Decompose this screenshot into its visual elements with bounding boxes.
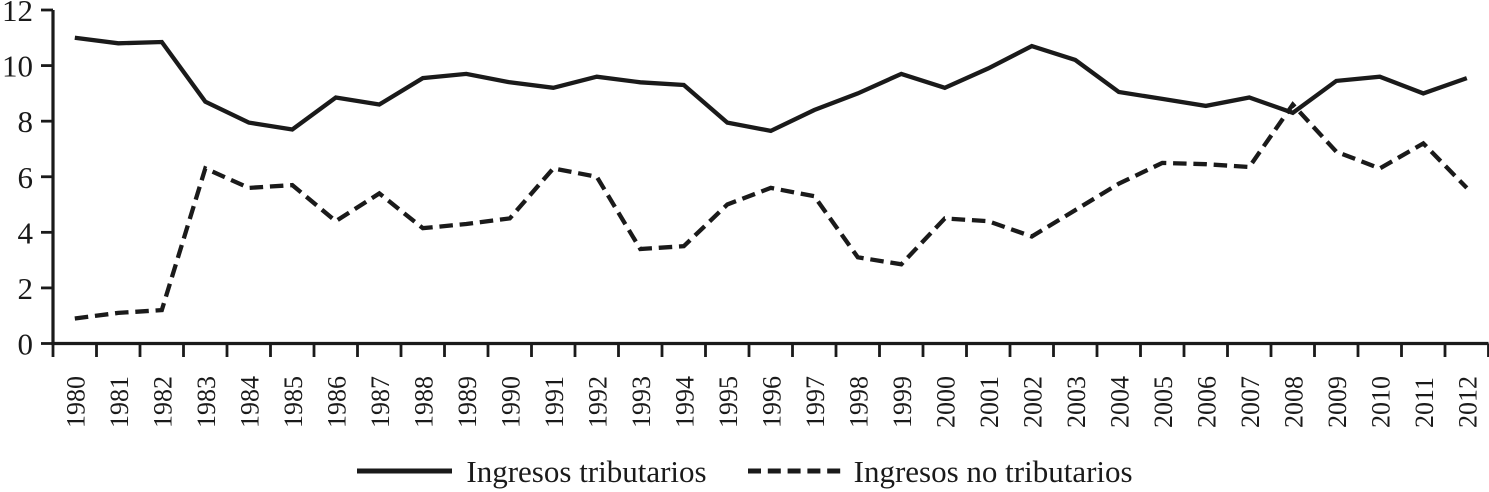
- x-tick-label: 1980: [61, 376, 90, 428]
- x-tick-label: 1988: [409, 376, 438, 428]
- x-tick-label: 2012: [1453, 376, 1482, 428]
- x-tick-label: 2007: [1236, 376, 1265, 428]
- x-tick-label: 2011: [1410, 377, 1439, 428]
- x-tick-label: 2004: [1105, 376, 1134, 428]
- x-tick-label: 1992: [583, 376, 612, 428]
- x-tick-label: 1987: [366, 376, 395, 428]
- x-tick-label: 1990: [496, 376, 525, 428]
- series-line-ingresos-tributarios: [74, 35, 1468, 134]
- x-tick-label: 2001: [975, 376, 1004, 428]
- x-tick-label: 1982: [148, 376, 177, 428]
- x-tick-label: 1985: [279, 376, 308, 428]
- y-tick-label: 2: [18, 271, 34, 306]
- y-tick-label: 8: [18, 104, 34, 139]
- solid-line-swatch: [357, 468, 453, 474]
- x-tick-label: 2006: [1192, 376, 1221, 428]
- x-tick-label: 1998: [844, 376, 873, 428]
- x-tick-label: 1997: [801, 376, 830, 428]
- y-tick-label: 12: [2, 0, 33, 28]
- legend-label-no-tributarios: Ingresos no tributarios: [853, 453, 1133, 489]
- dashed-line-swatch: [747, 468, 841, 474]
- x-tick-label: 1991: [540, 376, 569, 428]
- x-tick-label: 1996: [757, 376, 786, 428]
- x-tick-label: 1994: [670, 376, 699, 428]
- x-tick-label: 2003: [1062, 376, 1091, 428]
- y-tick-label: 4: [18, 215, 34, 250]
- legend-item-ingresos-tributarios: Ingresos tributarios: [356, 453, 707, 489]
- y-tick-label: 10: [2, 49, 33, 84]
- y-tick-label: 0: [18, 327, 34, 362]
- y-tick-label: 6: [18, 160, 34, 195]
- x-tick-label: 1999: [888, 376, 917, 428]
- series-line-ingresos-no-tributarios: [74, 101, 1469, 321]
- x-tick-label: 2010: [1366, 376, 1395, 428]
- chart-legend: Ingresos tributarios Ingresos no tributa…: [0, 450, 1489, 492]
- x-tick-label: 2005: [1149, 376, 1178, 428]
- x-tick-label: 1981: [105, 376, 134, 428]
- x-tick-label: 2009: [1323, 376, 1352, 428]
- x-tick-label: 1986: [322, 376, 351, 428]
- legend-label-tributarios: Ingresos tributarios: [466, 453, 707, 489]
- x-tick-label: 1993: [627, 376, 656, 428]
- x-tick-label: 2002: [1018, 376, 1047, 428]
- x-tick-label: 1995: [714, 376, 743, 428]
- x-tick-label: 1984: [235, 376, 264, 428]
- x-tick-label: 2008: [1279, 376, 1308, 428]
- x-tick-label: 2000: [931, 376, 960, 428]
- x-tick-label: 1989: [453, 376, 482, 428]
- x-tick-label: 1983: [192, 376, 221, 428]
- legend-item-ingresos-no-tributarios: Ingresos no tributarios: [747, 453, 1133, 489]
